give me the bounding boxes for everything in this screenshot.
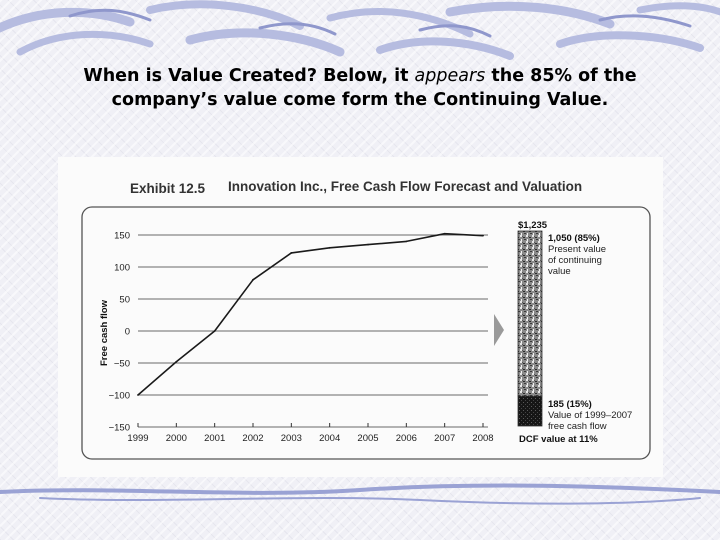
x-tick-label: 2005 — [357, 433, 378, 444]
valuation-bar — [494, 230, 543, 427]
x-tick-label: 2002 — [242, 433, 263, 444]
headline-emphasis: appears — [414, 66, 486, 86]
continuing-value-segment — [517, 230, 543, 397]
y-tick-label: −150 — [109, 423, 130, 434]
fcf-value-label-1: Value of 1999–2007 — [548, 410, 632, 421]
data-point — [482, 234, 484, 237]
y-tick-label: −50 — [114, 359, 130, 370]
headline-line-1: When is Value Created? Below, it appears… — [0, 64, 720, 88]
exhibit-scan: Exhibit 12.5 Innovation Inc., Free Cash … — [58, 157, 663, 477]
fcf-chart: Exhibit 12.5 Innovation Inc., Free Cash … — [81, 179, 651, 460]
slide-headline: When is Value Created? Below, it appears… — [0, 64, 720, 112]
x-tick-label: 2001 — [204, 433, 225, 444]
continuing-value-label-2: of continuing — [548, 255, 602, 266]
data-point — [405, 240, 408, 243]
exhibit-number: Exhibit 12.5 — [130, 181, 206, 196]
x-tick-label: 2008 — [472, 433, 493, 444]
dcf-footer: DCF value at 11% — [519, 434, 598, 445]
chart-frame — [81, 206, 651, 460]
x-tick-label: 2006 — [396, 433, 417, 444]
y-tick-label: 150 — [114, 231, 130, 242]
data-point — [175, 360, 178, 363]
headline-line-1-end: the 85% of the — [485, 66, 637, 86]
headline-line-2: company’s value come form the Continuing… — [111, 90, 609, 110]
y-tick-label: 0 — [125, 327, 130, 338]
x-tick-label: 2003 — [281, 433, 302, 444]
fcf-value-amount: 185 (15%) — [548, 399, 592, 410]
arrow-icon — [494, 314, 504, 346]
free-cash-flow-segment — [517, 395, 543, 427]
decorative-swirl-band-bottom — [0, 483, 720, 505]
decorative-swirl-band-top — [0, 0, 720, 60]
continuing-value-amount: 1,050 (85%) — [548, 233, 600, 244]
fcf-series-line — [137, 232, 484, 396]
dcf-total: $1,235 — [518, 220, 548, 231]
headline-line-1-start: When is Value Created? Below, it — [83, 66, 415, 86]
y-tick-label: −100 — [109, 391, 130, 402]
x-tick-label: 2007 — [434, 433, 455, 444]
chart-title: Innovation Inc., Free Cash Flow Forecast… — [228, 179, 582, 194]
data-point — [213, 330, 216, 332]
continuing-value-label-3: value — [548, 266, 571, 277]
y-tick-label: 50 — [119, 295, 130, 306]
data-point — [252, 278, 254, 281]
continuing-value-label-1: Present value — [548, 244, 606, 255]
data-point — [443, 232, 446, 235]
y-tick-label: 100 — [114, 263, 130, 274]
data-point — [290, 252, 293, 254]
data-point — [367, 243, 369, 246]
x-tick-label: 1999 — [127, 433, 148, 444]
data-point — [328, 246, 331, 249]
fcf-value-label-2: free cash flow — [548, 421, 607, 432]
y-axis-label: Free cash flow — [99, 299, 110, 366]
data-point — [137, 394, 139, 396]
x-tick-label: 2004 — [319, 433, 340, 444]
x-tick-label: 2000 — [166, 433, 187, 444]
